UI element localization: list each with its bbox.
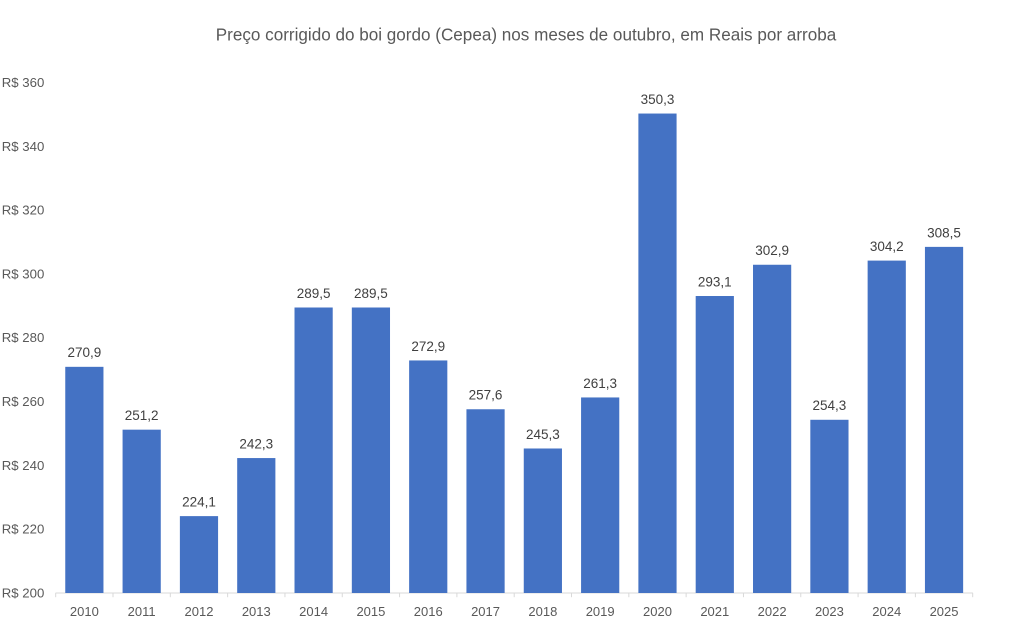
svg-text:304,2: 304,2 <box>870 239 904 254</box>
svg-text:2017: 2017 <box>471 604 500 619</box>
svg-text:R$ 340: R$ 340 <box>2 139 45 154</box>
svg-text:R$ 280: R$ 280 <box>2 330 45 345</box>
svg-text:224,1: 224,1 <box>182 495 216 510</box>
svg-text:302,9: 302,9 <box>755 243 789 258</box>
svg-text:272,9: 272,9 <box>411 339 445 354</box>
svg-text:2024: 2024 <box>872 604 901 619</box>
svg-text:270,9: 270,9 <box>67 345 101 360</box>
svg-text:R$ 320: R$ 320 <box>2 203 45 218</box>
svg-text:R$ 240: R$ 240 <box>2 458 45 473</box>
svg-text:254,3: 254,3 <box>813 398 847 413</box>
svg-text:308,5: 308,5 <box>927 225 961 240</box>
svg-text:R$ 200: R$ 200 <box>2 585 45 600</box>
svg-text:2025: 2025 <box>930 604 959 619</box>
svg-text:2023: 2023 <box>815 604 844 619</box>
svg-text:2014: 2014 <box>299 604 328 619</box>
svg-text:251,2: 251,2 <box>125 408 159 423</box>
svg-text:2019: 2019 <box>586 604 615 619</box>
svg-text:R$ 260: R$ 260 <box>2 394 45 409</box>
svg-text:2015: 2015 <box>356 604 385 619</box>
svg-text:245,3: 245,3 <box>526 427 560 442</box>
svg-text:2022: 2022 <box>758 604 787 619</box>
svg-text:257,6: 257,6 <box>469 388 503 403</box>
svg-text:289,5: 289,5 <box>354 286 388 301</box>
svg-text:289,5: 289,5 <box>297 286 331 301</box>
svg-text:242,3: 242,3 <box>239 436 273 451</box>
svg-text:261,3: 261,3 <box>583 376 617 391</box>
svg-text:350,3: 350,3 <box>641 92 675 107</box>
svg-text:2010: 2010 <box>70 604 99 619</box>
svg-text:2013: 2013 <box>242 604 271 619</box>
svg-text:R$ 360: R$ 360 <box>2 75 45 90</box>
svg-text:2012: 2012 <box>185 604 214 619</box>
svg-text:R$ 300: R$ 300 <box>2 266 45 281</box>
svg-text:2021: 2021 <box>700 604 729 619</box>
svg-text:2011: 2011 <box>128 604 156 619</box>
svg-text:2018: 2018 <box>528 604 557 619</box>
svg-text:293,1: 293,1 <box>698 274 732 289</box>
svg-text:R$ 220: R$ 220 <box>2 522 45 537</box>
svg-text:2020: 2020 <box>643 604 672 619</box>
svg-text:Preço corrigido do boi gordo (: Preço corrigido do boi gordo (Cepea) nos… <box>216 26 837 45</box>
svg-text:2016: 2016 <box>414 604 443 619</box>
